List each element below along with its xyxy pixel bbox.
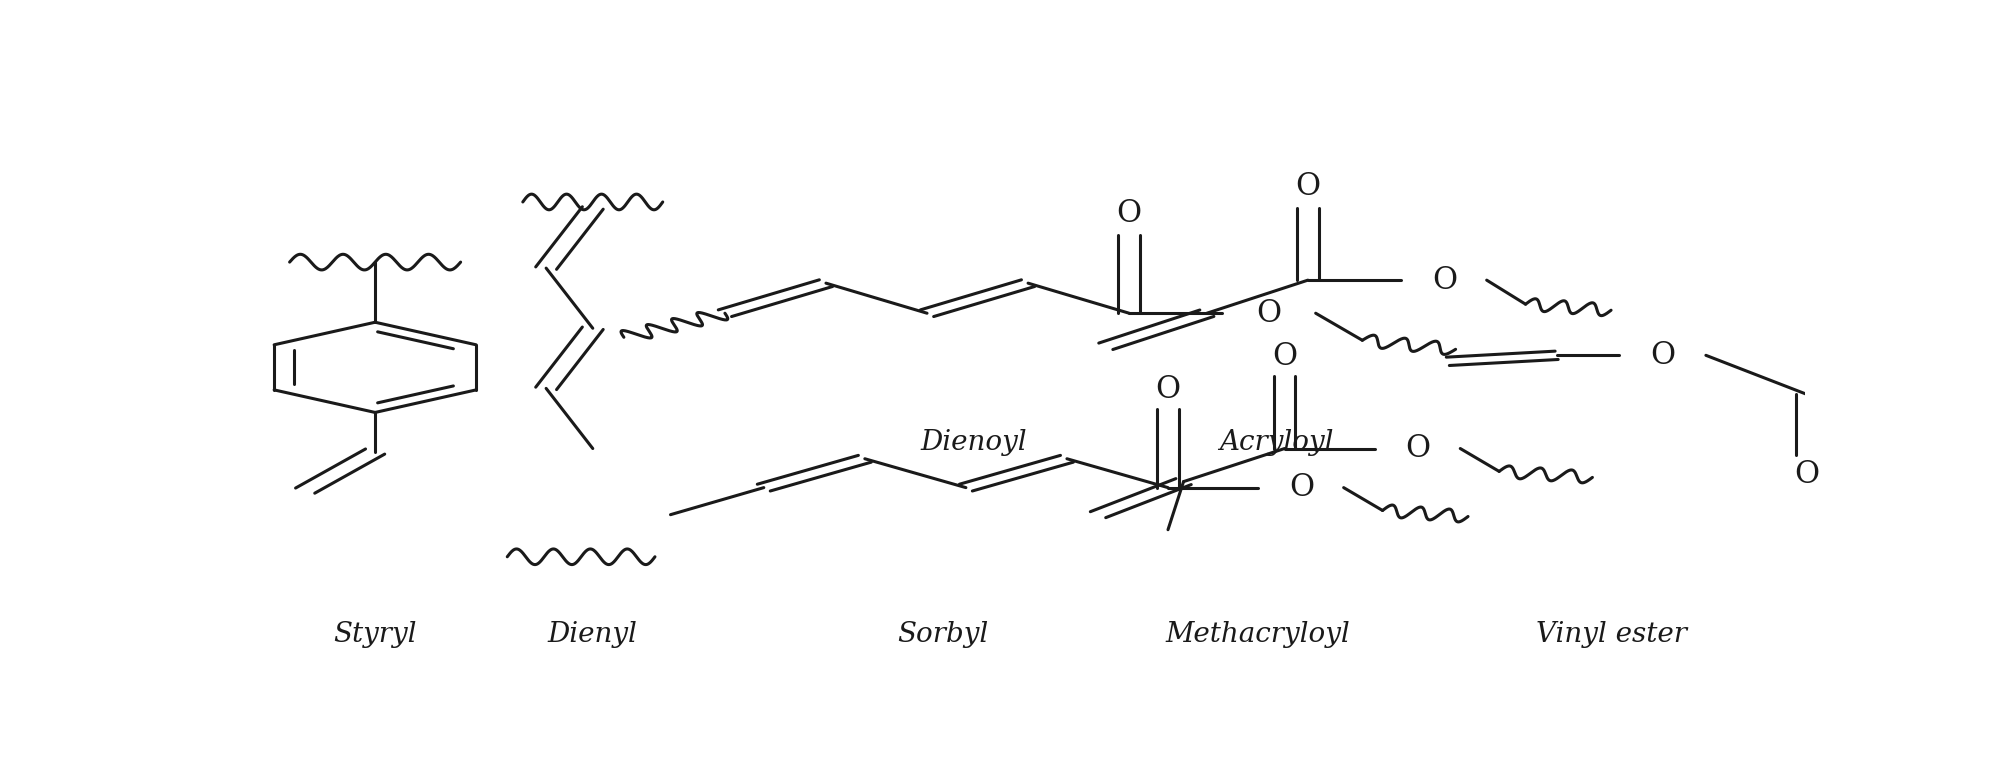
Text: Styryl: Styryl <box>333 622 417 648</box>
Text: O: O <box>1406 433 1430 464</box>
Text: Acryloyl: Acryloyl <box>1219 429 1333 456</box>
Text: O: O <box>1155 374 1181 405</box>
Text: Vinyl ester: Vinyl ester <box>1534 622 1686 648</box>
Text: Sorbyl: Sorbyl <box>896 622 988 648</box>
Text: O: O <box>1794 459 1819 490</box>
Text: O: O <box>1255 298 1281 329</box>
Text: Dienyl: Dienyl <box>547 622 638 648</box>
Text: O: O <box>1117 198 1141 230</box>
Text: O: O <box>1432 265 1456 296</box>
Text: O: O <box>1289 473 1313 503</box>
Text: O: O <box>1295 172 1319 202</box>
Text: Methacryloyl: Methacryloyl <box>1165 622 1349 648</box>
Text: O: O <box>1648 340 1674 371</box>
Text: Dienoyl: Dienoyl <box>920 429 1027 456</box>
Text: O: O <box>1271 341 1297 372</box>
